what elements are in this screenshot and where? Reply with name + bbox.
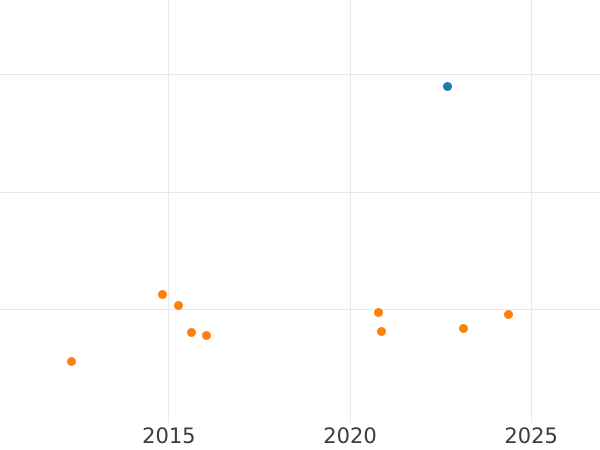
scatter-point-blue-series [442,81,452,91]
scatter-point-orange-series [174,300,184,310]
gridline-y-2 [0,73,600,75]
gridline-x-2020 [349,0,351,423]
gridline-x-2025 [530,0,532,423]
scatter-point-orange-series [374,307,384,317]
scatter-point-orange-series [187,327,197,337]
plot-area [0,0,600,423]
x-tick-label-2020: 2020 [323,424,377,448]
gridline-x-2015 [168,0,170,423]
gridline-y-1 [0,191,600,193]
x-tick-label-2025: 2025 [504,424,558,448]
scatter-point-orange-series [503,310,513,320]
scatter-point-orange-series [458,324,468,334]
scatter-point-orange-series [67,357,77,367]
x-tick-label-2015: 2015 [142,424,196,448]
scatter-point-orange-series [158,290,168,300]
scatter-point-orange-series [202,331,212,341]
scatter-point-orange-series [377,326,387,336]
gridline-y-0 [0,309,600,311]
